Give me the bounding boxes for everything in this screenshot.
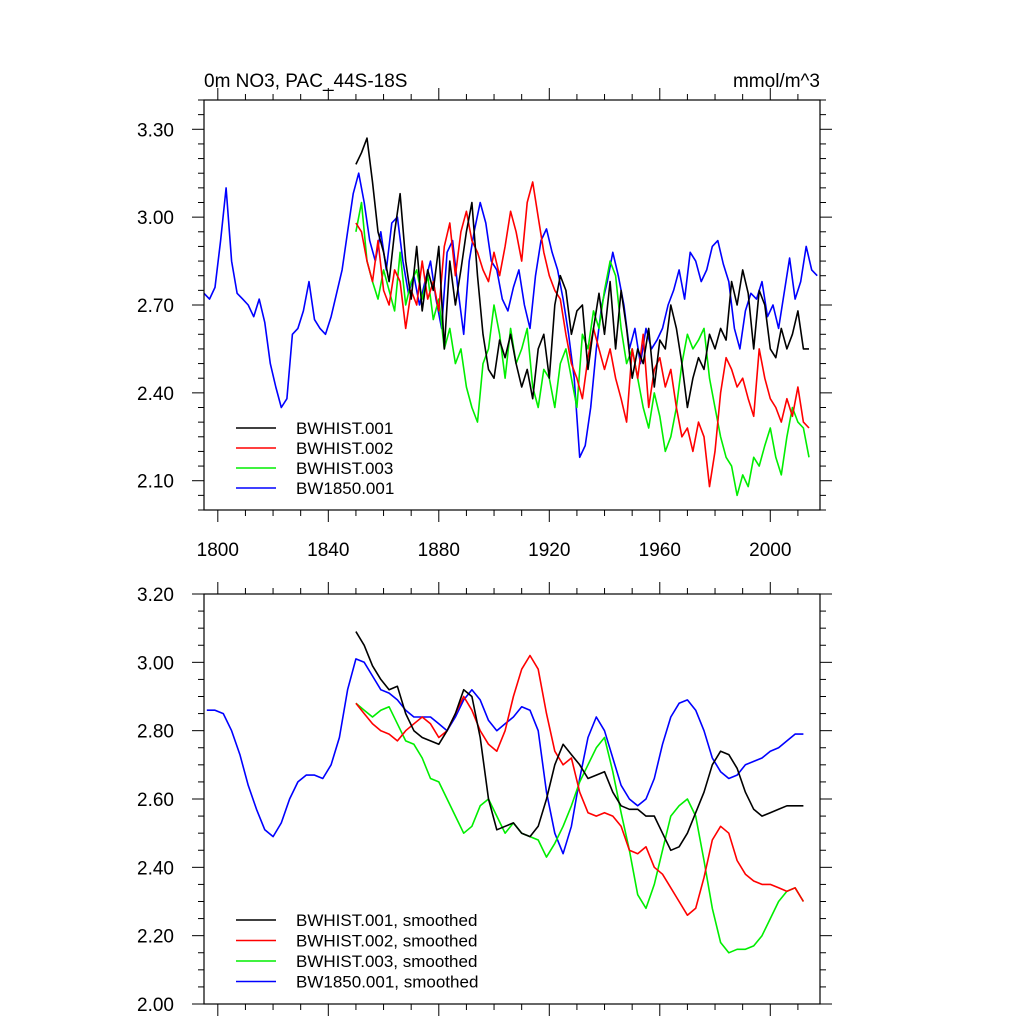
legend-item-bw1850-001-smoothed: BW1850.001, smoothed [236, 973, 478, 992]
y-tick-label: 2.60 [137, 790, 174, 811]
y-tick-label: 3.30 [137, 120, 174, 141]
series-line-bwhist-002-smoothed [355, 654, 805, 917]
series-line-bwhist-003 [355, 201, 810, 497]
chart-title: 0m NO3, PAC_44S-18S [204, 71, 407, 92]
series-line-bwhist-001-smoothed [355, 631, 804, 852]
x-tick-label: 1920 [528, 540, 570, 561]
y-tick-label: 2.40 [137, 384, 174, 405]
bottom-plot-area: 2.00 2.20 2.40 2.60 2.80 3.00 3.20 [137, 582, 832, 1016]
legend-label: BW1850.001 [296, 479, 394, 498]
y-tick-label: 2.00 [137, 995, 174, 1016]
legend-label: BW1850.001, smoothed [296, 973, 478, 992]
top-panel: 0m NO3, PAC_44S-18S mmol/m^3 1800 1840 188… [137, 71, 832, 561]
units-label: mmol/m^3 [733, 71, 820, 92]
y-tick-label: 2.10 [137, 472, 174, 493]
x-tick-label: 1800 [197, 540, 239, 561]
series-line-bwhist-002 [355, 181, 810, 488]
y-tick-label: 3.00 [137, 653, 174, 674]
legend-label: BWHIST.003 [296, 459, 393, 478]
legend-label: BWHIST.003, smoothed [296, 952, 477, 971]
legend-label: BWHIST.002, smoothed [296, 932, 477, 951]
legend-label: BWHIST.001, smoothed [296, 911, 477, 930]
legend-item-bwhist-001-smoothed: BWHIST.001, smoothed [236, 911, 477, 930]
bottom-panel: 2.00 2.20 2.40 2.60 2.80 3.00 3.20 BWHIST.001,… [137, 582, 832, 1016]
legend-label: BWHIST.001 [296, 419, 393, 438]
series-line-bw1850-001-smoothed [206, 658, 804, 855]
ticks-1: 2.00 2.20 2.40 2.60 2.80 3.00 3.20 [137, 582, 832, 1016]
legend-label: BWHIST.002 [296, 439, 393, 458]
x-tick-label: 1960 [639, 540, 681, 561]
x-tick-label: 2000 [749, 540, 791, 561]
legend-item-bw1850-001: BW1850.001 [236, 479, 394, 498]
x-tick-label: 1880 [418, 540, 460, 561]
legend-item-bwhist-002-smoothed: BWHIST.002, smoothed [236, 932, 477, 951]
series-line-bwhist-001 [355, 137, 809, 409]
ticks-0: 1800 1840 1880 1920 1960 2000 2.10 2.40 2.70 3.00… [137, 88, 832, 561]
series-line-bw1850-001 [204, 172, 818, 459]
y-tick-label: 2.40 [137, 858, 174, 879]
top-plot-frame [203, 99, 821, 511]
legend-item-bwhist-003-smoothed: BWHIST.003, smoothed [236, 952, 477, 971]
y-tick-label: 2.70 [137, 296, 174, 317]
series-line-bwhist-003-smoothed [355, 702, 805, 954]
y-tick-label: 2.80 [137, 722, 174, 743]
y-tick-label: 2.20 [137, 927, 174, 948]
top-plot-area: 1800 1840 1880 1920 1960 2000 2.10 2.40 2.70 3.00… [137, 88, 832, 561]
y-tick-label: 3.20 [137, 585, 174, 606]
legend-item-bwhist-003: BWHIST.003 [236, 459, 393, 478]
legend-item-bwhist-002: BWHIST.002 [236, 439, 393, 458]
legend-item-bwhist-001: BWHIST.001 [236, 419, 393, 438]
y-tick-label: 3.00 [137, 208, 174, 229]
bottom-legend: BWHIST.001, smoothed BWHIST.002, smoothed… [236, 911, 478, 992]
x-tick-label: 1840 [307, 540, 349, 561]
bottom-plot-frame [203, 593, 821, 1005]
